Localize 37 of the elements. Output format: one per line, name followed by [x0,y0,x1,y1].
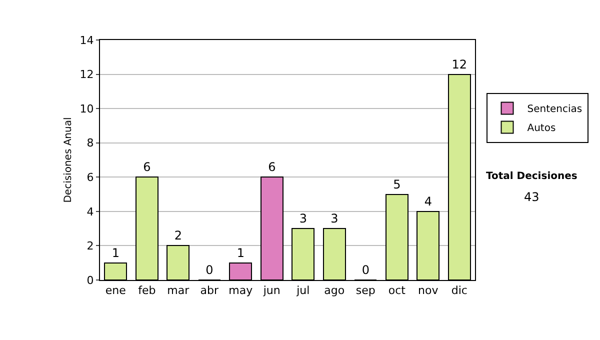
y-axis-title: Decisiones Anual [62,117,74,203]
y-tick-label: 14 [80,34,94,47]
data-label: 6 [268,160,276,174]
x-tick-label: dic [451,284,468,298]
x-tick-label: jul [296,284,310,298]
y-tick-label: 12 [80,68,94,82]
x-tick-label: nov [418,284,439,298]
x-tick-label: sep [356,284,376,298]
data-label: 0 [362,263,370,277]
data-label: 3 [330,212,338,226]
data-label: 1 [236,246,244,260]
text: 43 [524,190,540,204]
data-label: 3 [299,212,307,226]
data-label: 2 [174,228,182,243]
x-tick-label: mar [167,284,190,298]
text: Total Decisiones [486,171,578,182]
x-tick-label: feb [138,284,156,298]
x-tick-label: abr [200,284,219,298]
legend-label: Sentencias [527,104,582,116]
x-tick-label: may [228,284,254,298]
x-tick-label: oct [388,284,406,298]
data-label: 12 [452,57,468,72]
y-tick-label: 8 [86,136,94,150]
y-tick-label: 6 [86,170,94,184]
y-tick-label: 10 [80,102,94,116]
data-label: 5 [393,177,401,192]
y-tick-label: 4 [86,205,94,218]
data-label: 1 [112,246,120,260]
x-tick-label: ago [324,284,345,298]
x-tick-label: jun [262,284,280,298]
data-label: 0 [206,263,214,277]
data-label: 6 [143,160,151,174]
y-tick-label: 0 [86,274,94,287]
x-tick-label: ene [105,284,126,298]
legend-label: Autos [527,123,556,134]
y-tick-label: 2 [86,240,94,253]
data-label: 4 [424,194,432,208]
